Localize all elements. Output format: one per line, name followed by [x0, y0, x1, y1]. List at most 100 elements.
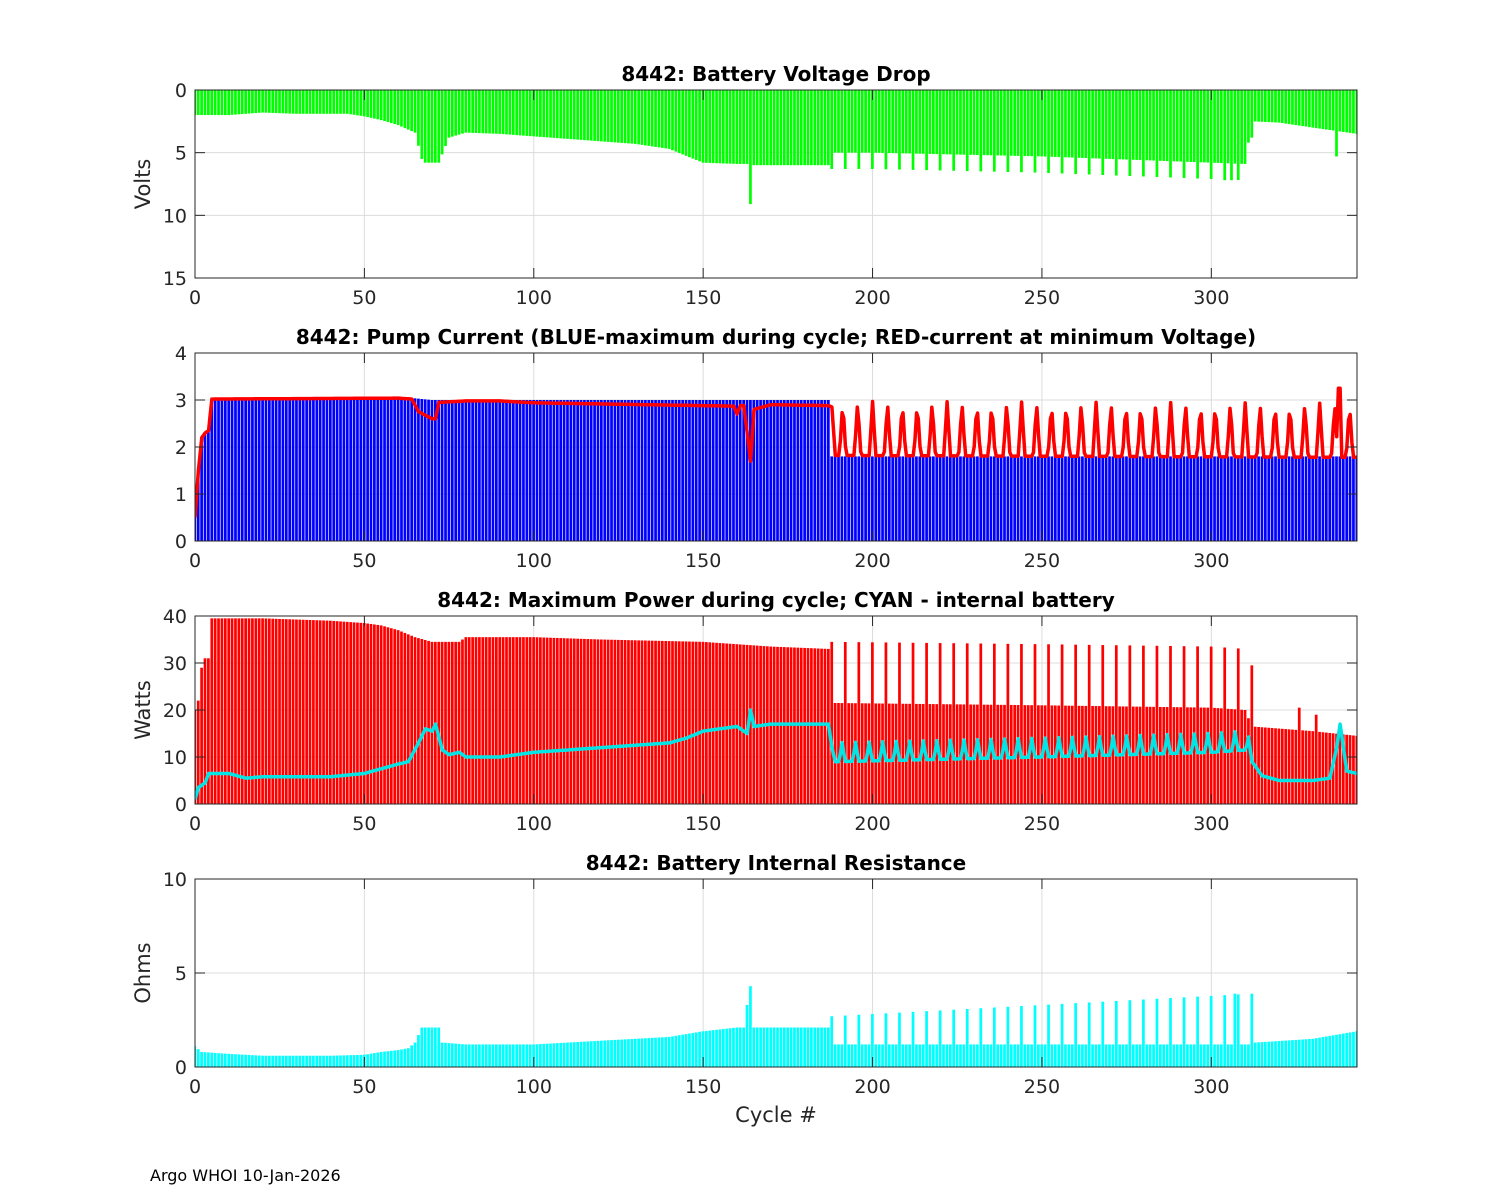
bar	[1020, 1006, 1023, 1067]
bar	[440, 400, 444, 541]
bar	[776, 90, 779, 166]
bar	[1230, 90, 1233, 181]
bar	[1033, 644, 1037, 804]
bar	[410, 635, 414, 804]
bar	[1192, 707, 1196, 804]
bar	[1067, 456, 1071, 541]
bar	[457, 400, 461, 541]
bar	[1179, 1044, 1183, 1067]
bar	[1297, 456, 1301, 541]
bar	[1158, 456, 1162, 541]
bar	[701, 641, 705, 804]
bar	[1016, 1044, 1020, 1067]
bar	[417, 1035, 420, 1067]
bar	[589, 639, 593, 804]
bar	[532, 90, 535, 137]
y-tick-label: 3	[175, 390, 187, 412]
bar	[1077, 90, 1081, 158]
bar	[749, 90, 752, 205]
bar	[1355, 1031, 1357, 1067]
bar	[1067, 90, 1071, 158]
bar	[826, 1027, 830, 1067]
bar	[362, 397, 366, 541]
bar	[284, 619, 288, 804]
bar	[1206, 1044, 1210, 1067]
bar	[606, 639, 610, 804]
bar	[976, 1044, 979, 1067]
bar	[244, 618, 248, 804]
bar	[738, 644, 742, 804]
bar	[711, 642, 715, 804]
bar	[1250, 90, 1254, 138]
bar	[501, 1044, 505, 1067]
bar	[894, 1044, 898, 1067]
bar	[742, 90, 746, 164]
bar	[291, 1055, 295, 1067]
bar	[776, 400, 779, 541]
bar	[1230, 456, 1233, 541]
bar	[281, 397, 285, 541]
bar	[552, 90, 556, 138]
bar	[1267, 456, 1271, 541]
bar	[840, 1044, 844, 1067]
bar	[1111, 706, 1115, 804]
bar	[400, 90, 403, 127]
bar	[461, 90, 464, 134]
bar	[1060, 90, 1064, 174]
bar	[887, 90, 891, 154]
bar	[759, 1027, 762, 1067]
bar	[325, 397, 329, 541]
bar	[664, 90, 668, 149]
bar	[803, 647, 806, 804]
bar	[806, 90, 810, 166]
bar	[915, 456, 918, 541]
bar	[708, 1030, 712, 1067]
bar	[1104, 456, 1108, 541]
chart-panel-3: 0 50 100 150 200 250 300 0 10 20 30 40 8442: Maximum…	[131, 588, 1358, 835]
bar	[210, 397, 214, 541]
bar	[1267, 1041, 1271, 1067]
bar	[1247, 90, 1250, 143]
bar	[1338, 734, 1342, 804]
bar	[1314, 456, 1318, 541]
bar	[891, 456, 895, 541]
bar	[820, 400, 823, 541]
bar	[461, 639, 464, 804]
bar	[1287, 90, 1291, 125]
bar	[881, 90, 884, 153]
bar	[904, 456, 908, 541]
x-tick-label: 0	[189, 1076, 201, 1098]
bar	[505, 637, 508, 804]
x-tick-label: 50	[352, 813, 376, 835]
bar	[322, 620, 325, 804]
bar	[498, 400, 502, 541]
bar	[196, 470, 200, 541]
bar	[271, 90, 275, 113]
bar	[732, 400, 735, 541]
bar	[942, 90, 945, 155]
bar	[867, 456, 871, 541]
bar	[776, 1027, 779, 1067]
bar	[735, 400, 739, 541]
bar	[315, 1055, 319, 1067]
bar	[420, 90, 424, 159]
bar	[959, 1044, 962, 1067]
bar	[542, 1043, 546, 1067]
bar	[1294, 456, 1298, 541]
bar	[986, 90, 989, 156]
bar	[478, 1044, 481, 1067]
bar	[932, 456, 935, 541]
bar	[1118, 1044, 1122, 1067]
bar	[705, 400, 708, 541]
bar	[992, 1007, 996, 1067]
bar	[677, 641, 681, 804]
bar	[789, 90, 793, 166]
bar	[278, 90, 281, 114]
bar	[539, 400, 542, 541]
bar	[860, 1044, 864, 1067]
bar	[315, 397, 319, 541]
bar	[989, 456, 993, 541]
bar	[630, 90, 634, 144]
bar	[481, 637, 485, 804]
bar	[1040, 456, 1044, 541]
